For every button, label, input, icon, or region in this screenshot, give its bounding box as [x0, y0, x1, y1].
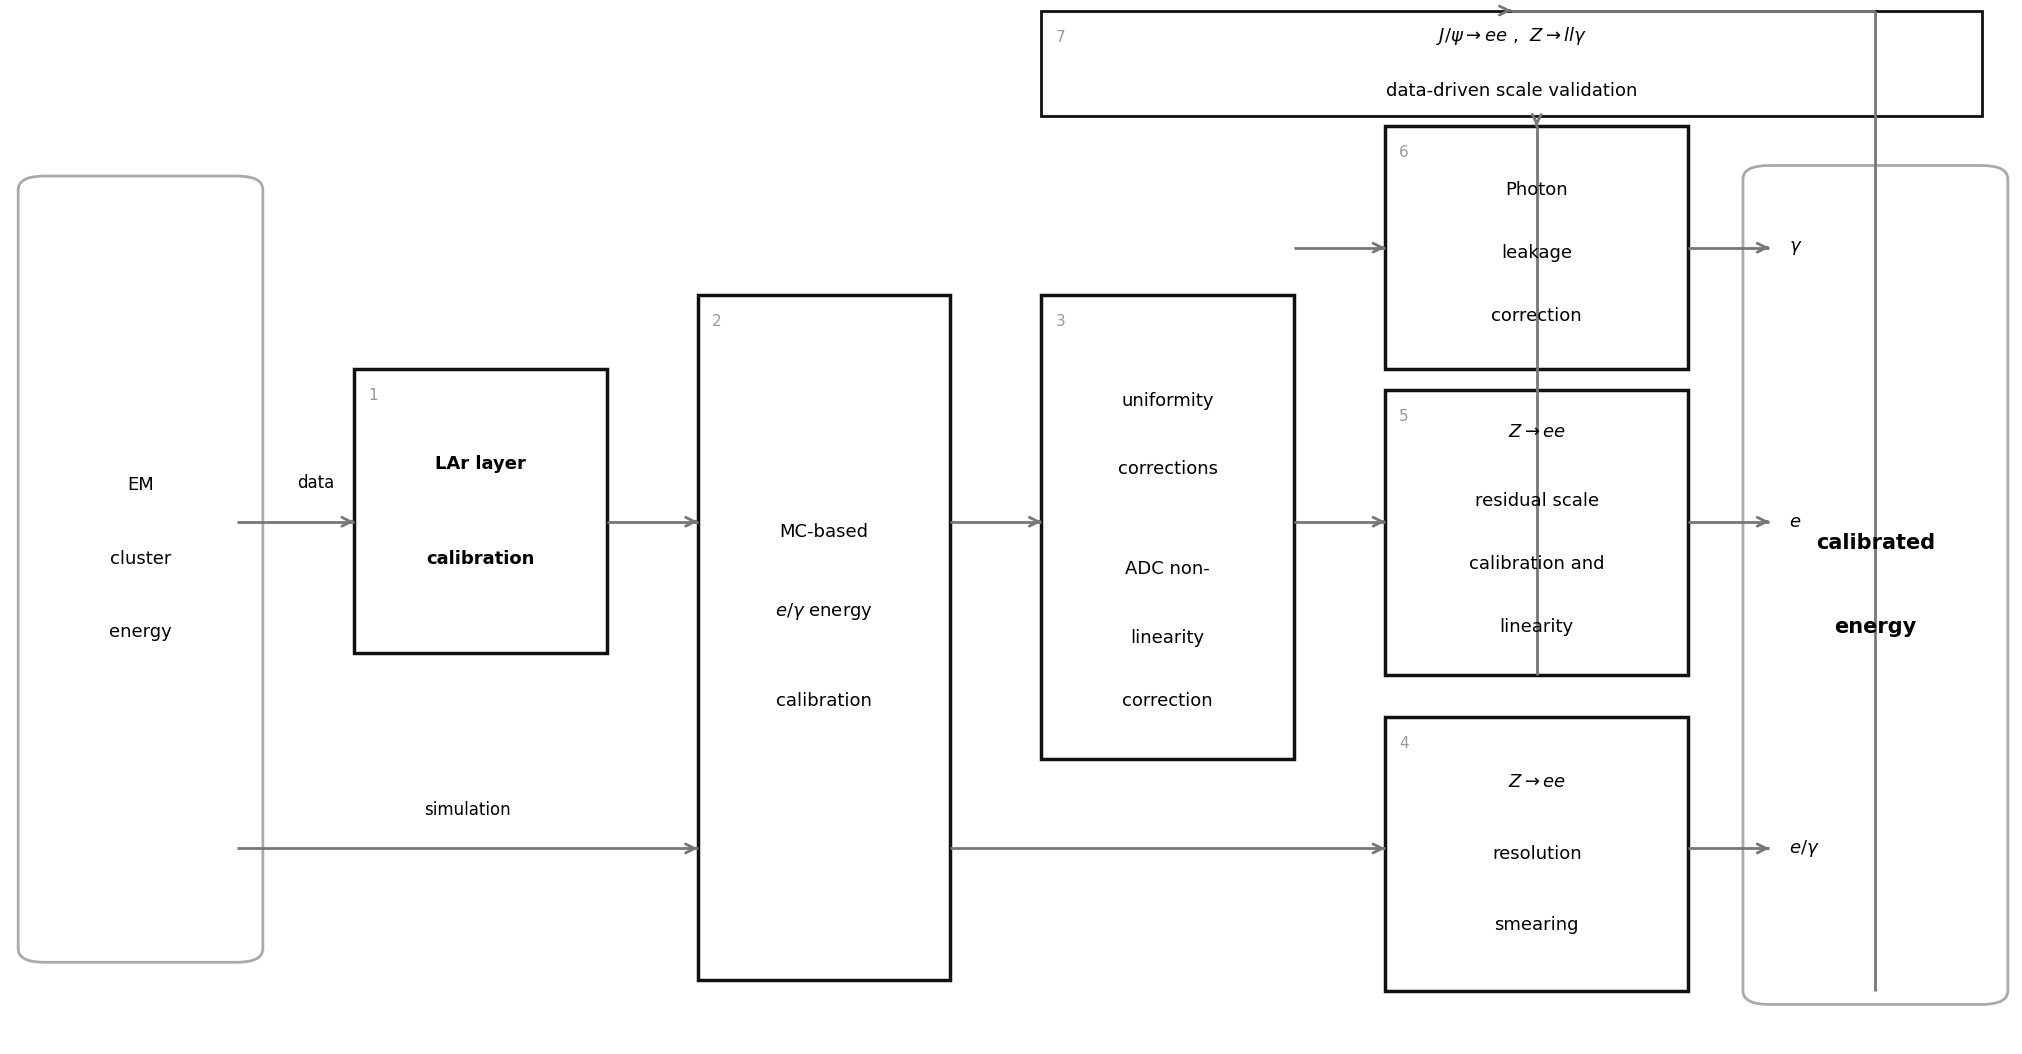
- Text: calibration: calibration: [427, 549, 534, 568]
- Text: ADC non-: ADC non-: [1126, 560, 1209, 579]
- FancyBboxPatch shape: [1041, 11, 1982, 116]
- Text: simulation: simulation: [425, 801, 510, 819]
- FancyBboxPatch shape: [1385, 390, 1688, 675]
- Text: $e/\gamma$ energy: $e/\gamma$ energy: [774, 601, 874, 622]
- Text: $\gamma$: $\gamma$: [1789, 238, 1804, 257]
- Text: EM: EM: [127, 475, 154, 494]
- Text: calibrated: calibrated: [1816, 533, 1935, 552]
- FancyBboxPatch shape: [18, 176, 263, 962]
- Text: linearity: linearity: [1500, 618, 1573, 637]
- Text: 5: 5: [1399, 409, 1409, 424]
- FancyBboxPatch shape: [1743, 165, 2008, 1004]
- Text: corrections: corrections: [1118, 460, 1217, 479]
- Text: 6: 6: [1399, 145, 1409, 160]
- Text: 2: 2: [712, 314, 722, 329]
- FancyBboxPatch shape: [1385, 126, 1688, 369]
- Text: cluster: cluster: [109, 549, 172, 568]
- Text: leakage: leakage: [1500, 243, 1573, 262]
- Text: data: data: [297, 474, 334, 492]
- Text: uniformity: uniformity: [1122, 391, 1213, 410]
- Text: $J/\psi\rightarrow ee$ ,  $Z\rightarrow ll\gamma$: $J/\psi\rightarrow ee$ , $Z\rightarrow l…: [1436, 25, 1587, 46]
- Text: residual scale: residual scale: [1474, 491, 1599, 510]
- Text: $Z\rightarrow ee$: $Z\rightarrow ee$: [1508, 773, 1565, 792]
- Text: calibration and: calibration and: [1468, 554, 1605, 573]
- Text: resolution: resolution: [1492, 844, 1581, 863]
- Text: Photon: Photon: [1506, 180, 1567, 199]
- Text: data-driven scale validation: data-driven scale validation: [1385, 81, 1638, 100]
- Text: $Z\rightarrow ee$: $Z\rightarrow ee$: [1508, 423, 1565, 442]
- Text: correction: correction: [1492, 307, 1581, 326]
- Text: 3: 3: [1055, 314, 1066, 329]
- Text: 4: 4: [1399, 736, 1409, 750]
- Text: 1: 1: [368, 388, 378, 403]
- Text: energy: energy: [109, 623, 172, 642]
- FancyBboxPatch shape: [1385, 717, 1688, 991]
- Text: $e/\gamma$: $e/\gamma$: [1789, 838, 1820, 859]
- Text: LAr layer: LAr layer: [435, 454, 526, 473]
- Text: calibration: calibration: [776, 691, 871, 710]
- Text: smearing: smearing: [1494, 916, 1579, 935]
- FancyBboxPatch shape: [1041, 295, 1294, 759]
- Text: MC-based: MC-based: [778, 523, 869, 542]
- Text: $e$: $e$: [1789, 512, 1802, 531]
- Text: correction: correction: [1122, 691, 1213, 710]
- Text: energy: energy: [1834, 618, 1917, 637]
- Text: linearity: linearity: [1130, 628, 1205, 647]
- FancyBboxPatch shape: [698, 295, 950, 980]
- Text: 7: 7: [1055, 30, 1066, 44]
- FancyBboxPatch shape: [354, 369, 607, 653]
